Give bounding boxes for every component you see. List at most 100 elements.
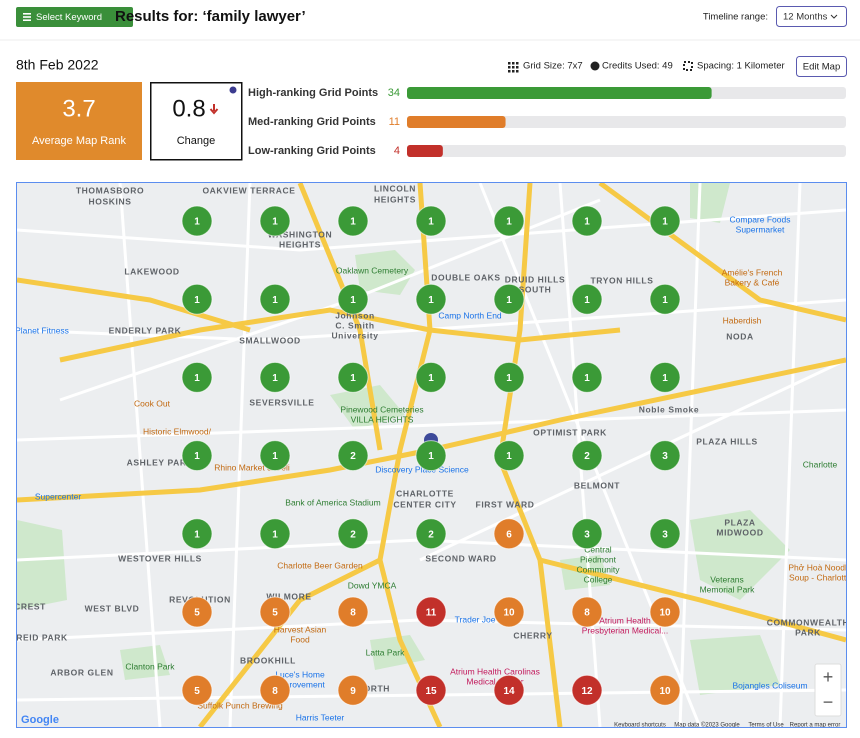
map-label: DRUID HILLS — [505, 274, 565, 284]
rank-label: 1 — [272, 529, 278, 540]
rank-label: 3 — [662, 451, 668, 462]
spacing: Spacing: 1 Kilometer — [697, 61, 785, 72]
map-label: Clanton Park — [125, 661, 175, 671]
map-label: BROOKHILL — [240, 655, 296, 665]
map-label: Luce's Home — [275, 669, 325, 679]
map-label: Medical Center — [466, 676, 523, 686]
info-icon[interactable] — [229, 86, 237, 94]
map-label: Bakery & Café — [725, 277, 780, 287]
map-label: C. Smith — [335, 320, 374, 330]
rank-point — [493, 674, 525, 706]
map-label: Piedmont — [580, 554, 617, 564]
map-label: DOUBLE OAKS — [431, 272, 500, 282]
rank-label: 1 — [428, 217, 434, 228]
rank-point — [649, 518, 681, 550]
zoom-out[interactable]: − — [823, 692, 834, 712]
rank-label: 1 — [506, 373, 512, 384]
rank-label: 1 — [428, 295, 434, 306]
rank-label: 10 — [659, 608, 671, 619]
map-label: WESTOVER HILLS — [118, 553, 202, 563]
map-label: CHARLOTTE — [396, 488, 454, 498]
rank-label: 9 — [350, 686, 356, 697]
map-label: Bojangles Coliseum — [732, 680, 807, 690]
map-label: MIDWOOD — [716, 527, 763, 537]
rank-label: 10 — [503, 608, 515, 619]
edit-map-label[interactable]: Edit Map — [803, 62, 841, 73]
map-label: Atrium Health Carolinas — [450, 666, 540, 676]
rank-label: 5 — [194, 608, 200, 619]
level-track — [407, 116, 846, 128]
rank-label: 10 — [659, 686, 671, 697]
rank-label: 1 — [506, 451, 512, 462]
map-label: Camp North End — [438, 310, 502, 320]
rank-point — [415, 518, 447, 550]
rank-point — [415, 674, 447, 706]
rank-point — [493, 361, 525, 393]
zoom-in[interactable]: + — [823, 667, 834, 687]
rank-label: 15 — [425, 686, 437, 697]
map-label: COMMONWEALTH — [767, 617, 850, 627]
rank-label: 1 — [194, 217, 200, 228]
rank-point — [415, 596, 447, 628]
rank-grid: 1 1 1 1 1 1 11 1 1 1 1 1 11 1 1 1 1 1 11 1 2 1 1 2 31 1 2 2 6 3 35 5 8 11… — [181, 205, 681, 706]
map-label: WEST BLVD — [85, 603, 140, 613]
rank-point — [259, 440, 291, 472]
map-label: Planet Fitness — [15, 325, 69, 335]
change-arrow — [209, 104, 219, 115]
rank-point — [259, 361, 291, 393]
level-bar — [407, 116, 506, 128]
map-label: Amélie's French — [722, 267, 783, 277]
zoom-control — [814, 663, 842, 717]
timeline-value[interactable]: 12 Months — [783, 12, 828, 23]
rank-point — [415, 205, 447, 237]
rank-point — [337, 518, 369, 550]
map-label: Presbyterian Medical... — [582, 625, 668, 635]
rank-point — [181, 596, 213, 628]
map-label: Food — [290, 634, 310, 644]
rank-point — [571, 596, 603, 628]
grid-size: Grid Size: 7x7 — [523, 61, 583, 72]
rank-label: 1 — [194, 451, 200, 462]
map-label: REID PARK — [16, 632, 68, 642]
map-label: Latta Park — [366, 647, 405, 657]
rank-label: 2 — [428, 529, 434, 540]
select-keyword-label[interactable]: Select Keyword — [36, 12, 102, 23]
rank-point — [181, 283, 213, 315]
rank-point — [337, 283, 369, 315]
rank-label: 1 — [350, 373, 356, 384]
map-label: Supercenter — [35, 491, 81, 501]
map-label: BELMONT — [574, 480, 620, 490]
level-label: High-ranking Grid Points — [248, 87, 378, 99]
rank-label: 12 — [581, 686, 593, 697]
edit-map-button[interactable] — [796, 56, 847, 77]
map-border — [16, 182, 847, 728]
map-label: Rhino Market & Deli — [214, 462, 290, 472]
rank-point — [493, 440, 525, 472]
map-label: Improvement — [275, 679, 325, 689]
map-label: Oaklawn Cemetery — [336, 265, 409, 275]
rank-label: 8 — [350, 608, 356, 619]
map-label: Google — [21, 714, 59, 726]
map-label: HEIGHTS — [374, 194, 416, 204]
select-keyword-button[interactable] — [16, 7, 133, 27]
map-label: HOSKINS — [89, 196, 132, 206]
map-label: SMALLWOOD — [239, 335, 301, 345]
rank-label: 8 — [584, 608, 590, 619]
rank-label: 1 — [506, 217, 512, 228]
rank-label: 6 — [506, 529, 512, 540]
rank-label: 1 — [662, 373, 668, 384]
ranking-bars: High-ranking Grid Points 34 Med-ranking Gr… — [248, 87, 846, 157]
map-label: WILMORE — [266, 591, 311, 601]
rank-label: 1 — [506, 295, 512, 306]
map-label: Community — [577, 564, 621, 574]
rank-label: 1 — [662, 217, 668, 228]
map-label: Pinewood Cemeteries — [340, 404, 423, 414]
rank-point — [181, 205, 213, 237]
map-label: PLAZA HILLS — [696, 436, 758, 446]
rank-point — [415, 361, 447, 393]
map-label: College — [584, 574, 613, 584]
grid-icon — [508, 62, 519, 73]
level-count: 4 — [394, 145, 400, 157]
rank-point — [571, 283, 603, 315]
timeline-select[interactable] — [776, 6, 847, 27]
